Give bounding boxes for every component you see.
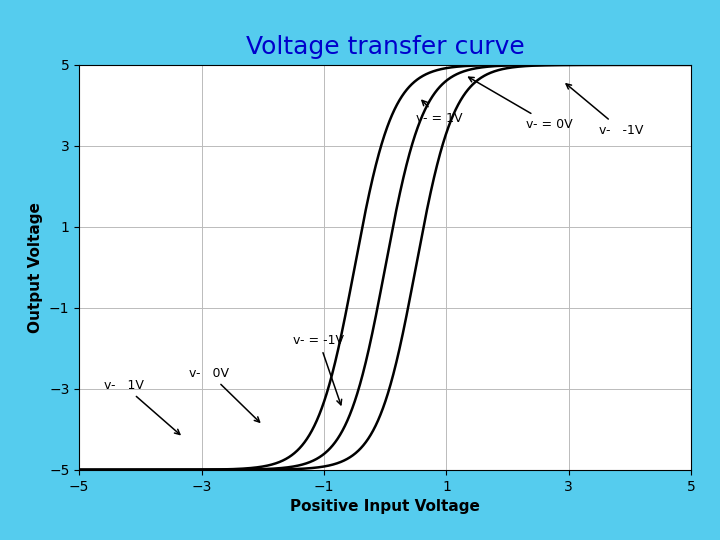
Text: v- = 0V: v- = 0V bbox=[469, 77, 572, 131]
Y-axis label: Output Voltage: Output Voltage bbox=[28, 202, 43, 333]
Text: v- = -1V: v- = -1V bbox=[294, 334, 344, 405]
Text: v-   1V: v- 1V bbox=[104, 379, 180, 435]
X-axis label: Positive Input Voltage: Positive Input Voltage bbox=[290, 499, 480, 514]
Title: Voltage transfer curve: Voltage transfer curve bbox=[246, 35, 525, 59]
Text: v-   0V: v- 0V bbox=[189, 367, 260, 422]
Text: v- = 1V: v- = 1V bbox=[416, 100, 462, 125]
Text: v-   -1V: v- -1V bbox=[566, 84, 644, 137]
